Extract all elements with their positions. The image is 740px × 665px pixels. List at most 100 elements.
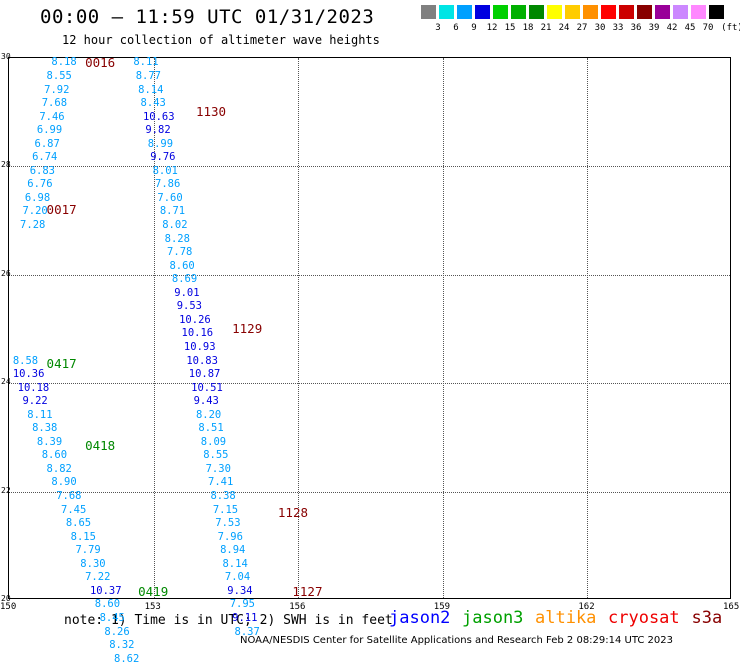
pass-end-time: 0419 [138, 583, 169, 599]
pass-start-time: 1130 [195, 104, 227, 120]
footer-note: note: 1) Time is in UTC; 2) SWH is in fe… [64, 613, 393, 628]
gridline-vertical [153, 58, 155, 598]
legend-swatch [637, 5, 652, 19]
gridline-vertical [442, 58, 444, 598]
wave-height-value: 8.45 [99, 611, 125, 624]
wave-height-value: 8.69 [171, 273, 198, 286]
legend-label: 27 [576, 23, 588, 33]
legend-swatch [457, 5, 472, 19]
legend-swatch [709, 5, 724, 19]
wave-height-value: 9.53 [176, 300, 202, 313]
wave-height-value: 8.55 [46, 69, 72, 82]
wave-height-value: 8.65 [65, 517, 92, 530]
wave-height-value: 8.30 [80, 557, 106, 570]
gridline-horizontal [9, 491, 730, 493]
gridline-horizontal [9, 166, 730, 168]
wave-height-value: 9.43 [193, 395, 219, 408]
wave-height-value: 10.18 [17, 381, 50, 394]
legend-swatch [529, 5, 544, 19]
wave-height-value: 8.20 [195, 408, 222, 421]
pass-end-time: 0017 [46, 201, 77, 217]
wave-height-value: 8.11 [27, 408, 53, 421]
wave-height-value: 8.32 [109, 639, 135, 652]
satellite-name-altika: altika [535, 608, 597, 628]
y-tick-label: 28 [1, 160, 11, 170]
wave-height-value: 8.11 [133, 56, 159, 69]
wave-height-value: 8.58 [12, 354, 39, 367]
legend-label: 18 [522, 23, 534, 33]
legend-label: 42 [666, 23, 678, 33]
wave-height-value: 6.83 [29, 164, 55, 177]
wave-height-value: 8.94 [220, 544, 246, 557]
wave-height-value: 9.34 [227, 584, 253, 597]
wave-height-value: 8.82 [46, 462, 72, 475]
legend-label: 36 [630, 23, 642, 33]
wave-height-value: 8.38 [210, 490, 236, 503]
wave-height-value: 8.60 [94, 598, 121, 611]
x-tick-label: 150 [0, 602, 17, 612]
wave-height-value: 9.01 [174, 286, 200, 299]
legend-label: 45 [684, 23, 696, 33]
wave-height-value: 8.14 [222, 557, 248, 570]
satellite-name-cryosat: cryosat [608, 608, 680, 628]
legend-swatch [475, 5, 490, 19]
wave-height-value: 6.76 [27, 178, 53, 191]
gridline-vertical [298, 58, 300, 598]
y-tick-label: 24 [1, 377, 11, 387]
wave-height-value: 10.26 [179, 313, 211, 326]
wave-height-value: 10.37 [89, 584, 122, 597]
gridline-horizontal [9, 274, 730, 276]
wave-height-value: 7.22 [85, 571, 111, 584]
wave-height-value: 9.76 [150, 151, 176, 164]
wave-height-value: 7.86 [155, 178, 181, 191]
legend-label: 15 [504, 23, 516, 33]
legend-swatch [547, 5, 562, 19]
legend-swatch [493, 5, 508, 19]
wave-height-value: 7.30 [205, 462, 231, 475]
wave-height-value: 10.83 [186, 354, 218, 367]
wave-height-value: 9.82 [145, 124, 171, 137]
wave-height-value: 10.16 [181, 327, 214, 340]
wave-height-value: 8.37 [234, 625, 260, 638]
pass-start-time: 0016 [85, 55, 116, 71]
wave-height-value: 7.96 [217, 530, 243, 543]
legend-label: 3 [435, 23, 441, 33]
satellite-name-jason2: jason2 [389, 608, 451, 628]
legend-swatch [673, 5, 688, 19]
y-tick-label: 22 [1, 485, 11, 495]
wave-height-value: 7.60 [157, 191, 183, 204]
wave-height-value: 6.99 [36, 124, 63, 137]
wave-height-value: 8.71 [159, 205, 186, 218]
x-tick-label: 153 [144, 602, 161, 612]
legend-swatch [439, 5, 454, 19]
wave-height-value: 7.68 [41, 97, 68, 110]
legend-label: 6 [453, 23, 459, 33]
wave-height-value: 7.04 [224, 571, 251, 584]
x-tick-label: 165 [723, 602, 740, 612]
pass-end-time: 1127 [292, 583, 323, 599]
wave-height-value: 8.60 [41, 449, 68, 462]
wave-height-value: 7.68 [56, 490, 82, 503]
wave-height-value: 7.20 [22, 205, 48, 218]
legend-label: 33 [612, 23, 624, 33]
wave-height-value: 8.38 [32, 422, 58, 435]
legend-swatch [691, 5, 706, 19]
legend-label: 9 [471, 23, 477, 33]
legend-label: 30 [594, 23, 606, 33]
legend-swatch [655, 5, 670, 19]
legend-label: 39 [648, 23, 660, 33]
credit-line: NOAA/NESDIS Center for Satellite Applica… [240, 635, 673, 646]
wave-height-value: 7.15 [212, 503, 239, 516]
wave-height-value: 8.60 [169, 259, 195, 272]
wave-height-value: 8.62 [114, 652, 140, 665]
pass-mid-time: 0418 [85, 437, 116, 453]
wave-height-value: 8.90 [51, 476, 77, 489]
wave-height-value: 8.26 [104, 625, 130, 638]
wave-height-value: 8.02 [162, 219, 188, 232]
y-tick-label: 26 [1, 268, 11, 278]
gridline-horizontal [9, 383, 730, 385]
wave-height-value: 10.87 [188, 368, 221, 381]
legend-swatch [619, 5, 634, 19]
wave-height-value: 8.99 [147, 137, 174, 150]
wave-height-value: 7.92 [44, 83, 70, 96]
